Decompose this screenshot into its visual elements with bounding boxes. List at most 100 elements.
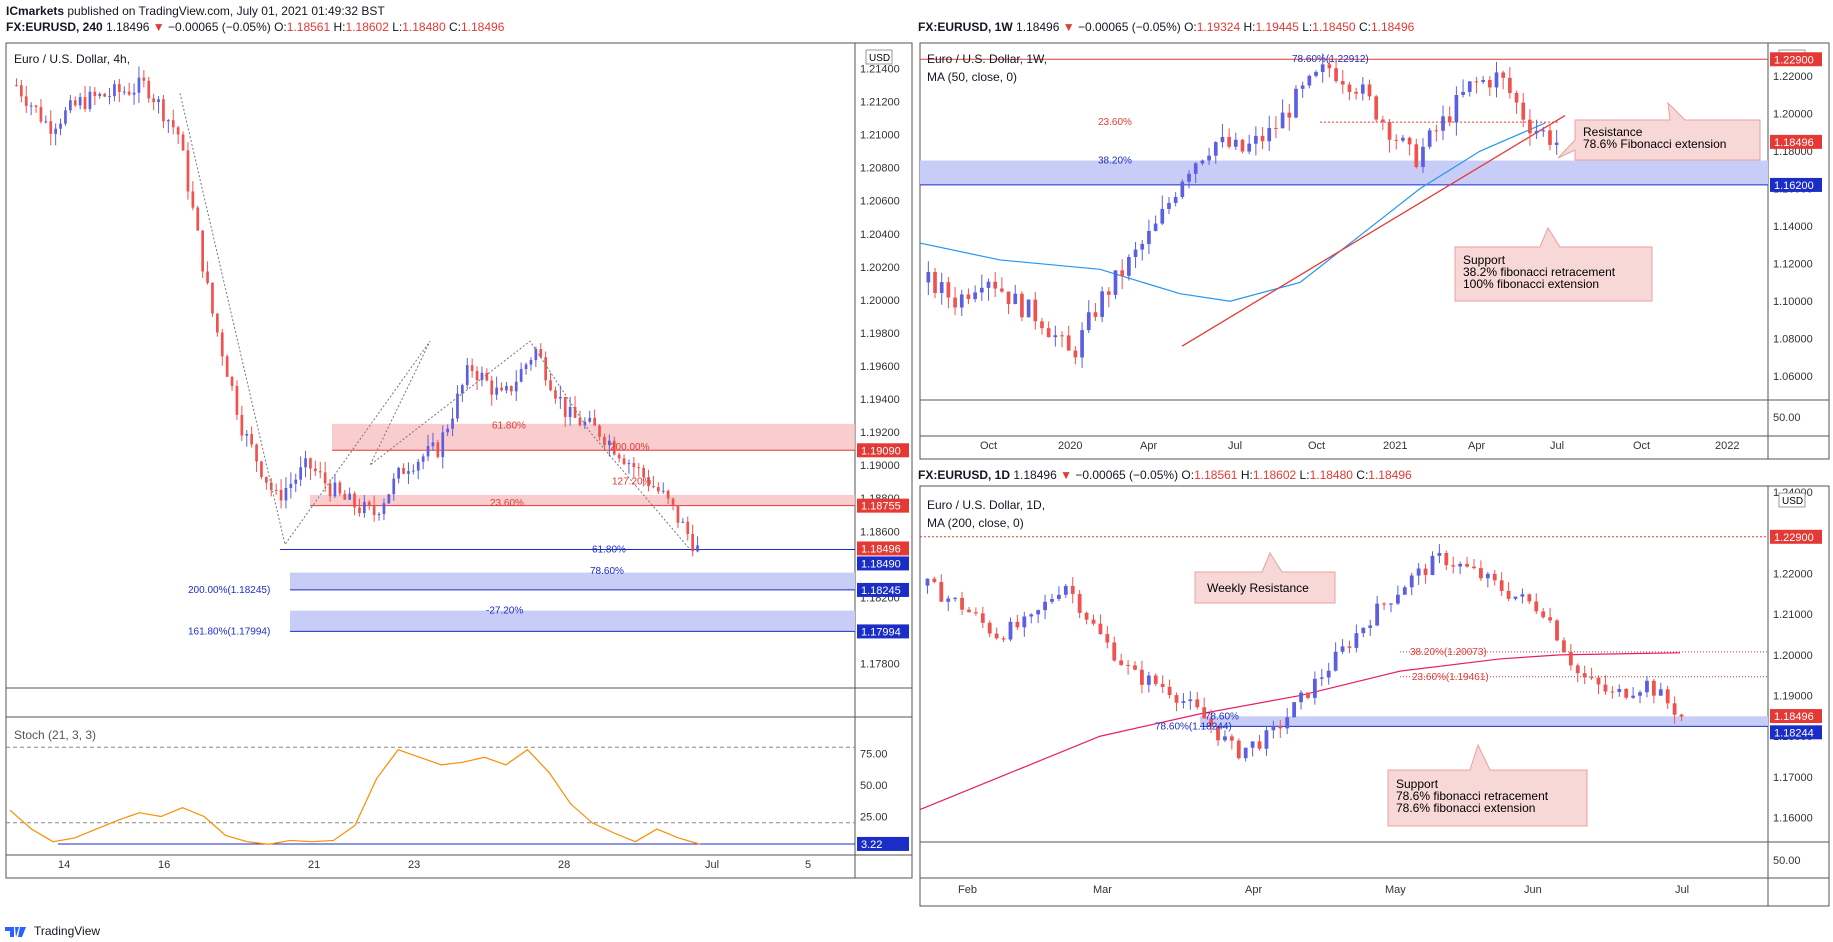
- h4-price-tick: 1.19600: [860, 361, 900, 373]
- stoch-value-tag: 3.22: [861, 839, 882, 851]
- candle: [583, 421, 587, 426]
- h4-symbol[interactable]: FX:EURUSD, 240: [6, 20, 103, 34]
- candle: [1326, 670, 1331, 678]
- w1-trendline: [1181, 114, 1566, 347]
- candle: [88, 91, 92, 109]
- w1-price-tick: 50.00: [1773, 412, 1801, 424]
- candle: [1040, 321, 1044, 329]
- candle: [1105, 634, 1110, 643]
- candle: [1638, 692, 1642, 696]
- candle: [1444, 552, 1449, 566]
- candle: [1481, 79, 1485, 82]
- candle: [367, 502, 371, 507]
- w1-x-label: Oct: [1308, 440, 1325, 452]
- candle: [235, 385, 239, 415]
- candle: [514, 381, 518, 392]
- candle: [113, 84, 116, 97]
- candle: [563, 396, 567, 417]
- candle: [274, 489, 278, 491]
- candle: [1098, 623, 1103, 635]
- candle: [171, 120, 175, 128]
- candle: [1127, 257, 1131, 276]
- w1-chart[interactable]: 1.220001.200001.180001.160001.140001.120…: [919, 42, 1830, 460]
- w1-price-tag: 1.18496: [1774, 137, 1814, 149]
- h4-fib-label: 200.00%(1.18245): [188, 585, 270, 596]
- h4-chart[interactable]: 1.21400 1.21200 1.21000 1.20800 1.20600 1.204…: [5, 42, 913, 879]
- candle: [1548, 130, 1552, 145]
- candle: [986, 281, 991, 288]
- candle: [1001, 638, 1006, 640]
- candle: [967, 609, 971, 613]
- candle: [1066, 335, 1071, 351]
- publisher-name[interactable]: ICmarkets: [6, 4, 65, 18]
- candle: [392, 478, 396, 495]
- candle: [510, 386, 513, 392]
- d1-price-tick: 1.22000: [1773, 568, 1813, 580]
- d1-indicator: MA (200, close, 0): [927, 516, 1024, 530]
- d1-symbol[interactable]: FX:EURUSD, 1D: [918, 468, 1011, 482]
- candle: [456, 393, 459, 419]
- candle: [1401, 137, 1405, 141]
- candle: [534, 349, 538, 361]
- w1-price-tag: 1.22900: [1774, 54, 1814, 66]
- h4-price-tag: 1.18490: [861, 558, 901, 570]
- d1-x-label: Jun: [1524, 884, 1542, 896]
- candle: [1333, 651, 1338, 671]
- candle: [1501, 72, 1506, 78]
- candle: [1534, 130, 1539, 134]
- candle: [176, 127, 180, 135]
- candle: [1374, 96, 1379, 120]
- h4-fib-label: 78.60%: [590, 566, 624, 577]
- candle: [925, 578, 930, 586]
- candle: [1617, 688, 1622, 692]
- candle: [470, 365, 474, 371]
- w1-x-label: Oct: [980, 440, 997, 452]
- d1-symbol-line: FX:EURUSD, 1D 1.18496 ▼ −0.00065 (−0.05%…: [918, 468, 1412, 482]
- candle: [216, 313, 219, 333]
- candle: [1100, 291, 1104, 317]
- w1-moving-average: [919, 122, 1546, 302]
- candle: [1153, 223, 1158, 231]
- candle: [294, 479, 298, 484]
- candle: [1073, 350, 1078, 358]
- candle: [1006, 291, 1011, 305]
- candle: [1610, 691, 1615, 693]
- w1-symbol[interactable]: FX:EURUSD, 1W: [918, 20, 1013, 34]
- candle: [181, 134, 185, 151]
- candle: [1458, 563, 1463, 567]
- candle: [1292, 702, 1297, 718]
- candle: [201, 230, 204, 272]
- candle: [933, 271, 937, 293]
- candle: [979, 287, 984, 293]
- candle: [1541, 130, 1546, 132]
- candle: [666, 490, 670, 499]
- candle: [245, 434, 249, 436]
- w1-resistance-callout: [1557, 101, 1761, 161]
- candle: [1407, 137, 1412, 145]
- candle: [1494, 72, 1499, 88]
- d1-chart[interactable]: 1.240001.220001.210001.200001.190001.180…: [919, 485, 1830, 907]
- candle: [147, 80, 151, 99]
- candle: [1479, 568, 1483, 579]
- w1-price-tick: 1.12000: [1773, 259, 1813, 271]
- h4-price-tag-bg: [857, 443, 909, 458]
- w1-price-tag: 1.16200: [1774, 180, 1814, 192]
- d1-price-tag: 1.18496: [1774, 711, 1814, 723]
- w1-fib-label: 38.20%: [1098, 156, 1132, 167]
- candle: [554, 390, 557, 399]
- w1-x-label: Jul: [1228, 440, 1242, 452]
- candle: [973, 292, 977, 300]
- tradingview-logo[interactable]: TradingView: [4, 924, 100, 938]
- candle: [1233, 139, 1238, 147]
- candle: [1133, 665, 1137, 670]
- candle: [1119, 660, 1124, 665]
- candle: [1167, 202, 1171, 209]
- candle: [122, 91, 126, 93]
- candle: [1520, 594, 1525, 597]
- candle: [108, 96, 111, 98]
- candle: [49, 121, 53, 134]
- candle: [196, 207, 200, 231]
- w1-low: 1.18450: [1312, 20, 1356, 34]
- candle: [1036, 610, 1041, 615]
